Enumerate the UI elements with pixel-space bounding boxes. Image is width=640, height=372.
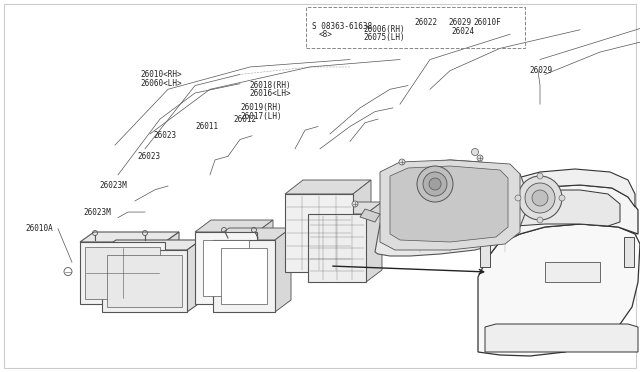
Polygon shape xyxy=(360,209,380,222)
Polygon shape xyxy=(285,194,353,272)
Circle shape xyxy=(477,155,483,161)
Text: 26024: 26024 xyxy=(452,27,475,36)
Text: <8>: <8> xyxy=(319,30,333,39)
Circle shape xyxy=(537,173,543,179)
Polygon shape xyxy=(488,185,638,257)
Polygon shape xyxy=(275,228,291,312)
Polygon shape xyxy=(213,228,291,240)
Text: 26011: 26011 xyxy=(195,122,218,131)
Polygon shape xyxy=(195,220,273,232)
Bar xyxy=(624,237,634,267)
Text: 26023M: 26023M xyxy=(83,208,111,217)
Polygon shape xyxy=(366,202,382,282)
Text: 26017(LH): 26017(LH) xyxy=(240,112,282,121)
Circle shape xyxy=(417,166,453,202)
Polygon shape xyxy=(485,324,638,352)
Polygon shape xyxy=(380,160,520,250)
Text: 26023: 26023 xyxy=(154,131,177,140)
Text: 26010<RH>: 26010<RH> xyxy=(141,70,182,79)
Polygon shape xyxy=(375,160,525,256)
Bar xyxy=(306,7,525,48)
Polygon shape xyxy=(85,247,160,299)
Polygon shape xyxy=(308,214,366,282)
Polygon shape xyxy=(257,220,273,304)
Circle shape xyxy=(472,148,479,155)
Polygon shape xyxy=(490,169,635,224)
Polygon shape xyxy=(102,250,187,312)
Polygon shape xyxy=(308,202,382,214)
Circle shape xyxy=(559,195,565,201)
Circle shape xyxy=(532,190,548,206)
Polygon shape xyxy=(165,232,179,304)
Polygon shape xyxy=(213,240,275,312)
Polygon shape xyxy=(80,232,179,242)
Polygon shape xyxy=(187,240,201,312)
Text: S 08363-61638: S 08363-61638 xyxy=(312,22,372,31)
Polygon shape xyxy=(285,180,371,194)
Text: 26075(LH): 26075(LH) xyxy=(364,33,405,42)
Text: 26022: 26022 xyxy=(415,18,438,27)
Polygon shape xyxy=(107,255,182,307)
Circle shape xyxy=(399,159,405,165)
Text: 26029: 26029 xyxy=(530,66,553,75)
Polygon shape xyxy=(353,180,371,272)
Text: 26016<LH>: 26016<LH> xyxy=(250,89,291,98)
Text: 26006(RH): 26006(RH) xyxy=(364,25,405,34)
Circle shape xyxy=(423,172,447,196)
Polygon shape xyxy=(500,190,620,226)
Polygon shape xyxy=(390,166,508,242)
Polygon shape xyxy=(102,240,201,250)
Circle shape xyxy=(518,176,562,220)
Text: 26010F: 26010F xyxy=(474,18,501,27)
Text: A260 009P: A260 009P xyxy=(525,344,563,350)
Circle shape xyxy=(515,195,521,201)
Polygon shape xyxy=(203,240,249,296)
Bar xyxy=(545,262,600,282)
Text: 26019(RH): 26019(RH) xyxy=(240,103,282,112)
Text: 26029: 26029 xyxy=(448,18,471,27)
Polygon shape xyxy=(195,232,257,304)
Text: 26012: 26012 xyxy=(234,115,257,124)
Polygon shape xyxy=(80,242,165,304)
Circle shape xyxy=(429,178,441,190)
Circle shape xyxy=(537,217,543,223)
Text: 26023: 26023 xyxy=(138,152,161,161)
Text: 26018(RH): 26018(RH) xyxy=(250,81,291,90)
Bar xyxy=(480,237,490,267)
Polygon shape xyxy=(478,224,640,356)
Text: 26060<LH>: 26060<LH> xyxy=(141,79,182,88)
Circle shape xyxy=(352,201,358,207)
Text: 26010A: 26010A xyxy=(26,224,53,233)
Circle shape xyxy=(525,183,555,213)
Text: 26023M: 26023M xyxy=(99,182,127,190)
Polygon shape xyxy=(221,248,267,304)
